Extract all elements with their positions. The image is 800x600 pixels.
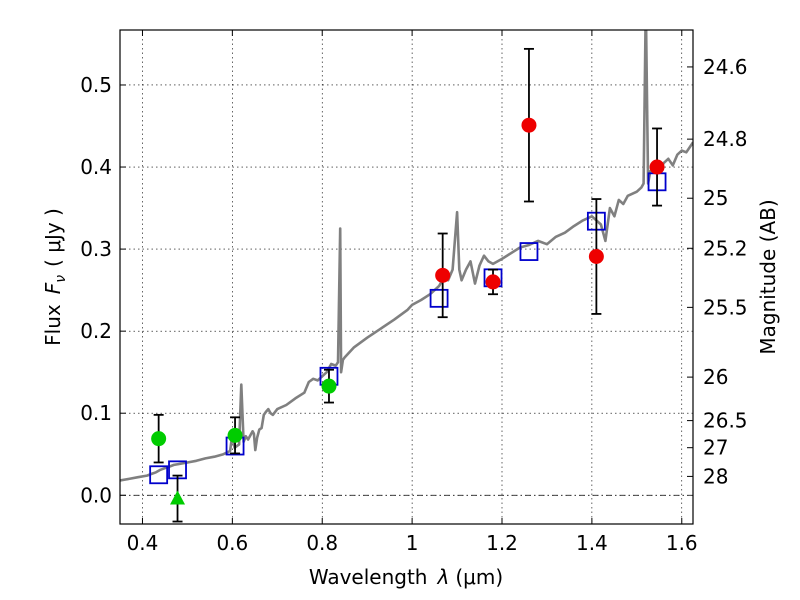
- red-data-point: [485, 274, 501, 290]
- x-tick-label: 1: [406, 531, 419, 555]
- x-tick-label: 1.6: [666, 531, 698, 555]
- y-tick-label: 0.3: [80, 237, 112, 261]
- green-triangle-point: [170, 490, 186, 505]
- x-axis-label: Wavelength λ (μm): [309, 565, 503, 589]
- y2-tick-label: 24.8: [703, 127, 748, 151]
- y2-tick-label: 25.5: [703, 295, 748, 319]
- red-data-point: [521, 117, 537, 133]
- axis-ticks: 0.4 0.6 0.8 1 1.2 1.4 1.6 0.0 0.1 0.2 0.3 0.4 0.5 24.…: [80, 30, 748, 555]
- red-data-point: [649, 159, 665, 175]
- y2-tick-label: 27: [703, 436, 728, 460]
- plot-data: [120, 30, 693, 523]
- y2-axis-label: Magnitude (AB): [756, 199, 780, 354]
- y-axis-label: FluxFν( μJy ): [41, 208, 69, 346]
- y2-tick-label: 26.5: [703, 409, 748, 433]
- y2-tick-label: 24.6: [703, 55, 748, 79]
- green-data-point: [321, 378, 337, 394]
- red-data-point: [435, 267, 451, 283]
- x-tick-label: 0.4: [127, 531, 159, 555]
- y-tick-label: 0.5: [80, 73, 112, 97]
- red-data-point: [588, 248, 604, 264]
- y-tick-label: 0.4: [80, 155, 112, 179]
- x-tick-label: 0.8: [306, 531, 338, 555]
- model-point-square: [149, 465, 169, 485]
- y2-tick-label: 28: [703, 464, 728, 488]
- green-data-point: [227, 427, 243, 443]
- green-data-point: [151, 431, 167, 447]
- model-point-square: [429, 288, 449, 308]
- y2-tick-label: 25: [703, 186, 728, 210]
- x-tick-label: 1.2: [486, 531, 518, 555]
- y2-tick-label: 25.2: [703, 236, 748, 260]
- plot-frame: [119, 29, 694, 525]
- y-tick-label: 0.1: [80, 401, 112, 425]
- y-tick-label: 0.2: [80, 319, 112, 343]
- y2-tick-label: 26: [703, 365, 728, 389]
- model-point-square: [519, 242, 539, 261]
- x-tick-label: 0.6: [216, 531, 248, 555]
- y-tick-label: 0.0: [80, 483, 112, 507]
- x-tick-label: 1.4: [576, 531, 608, 555]
